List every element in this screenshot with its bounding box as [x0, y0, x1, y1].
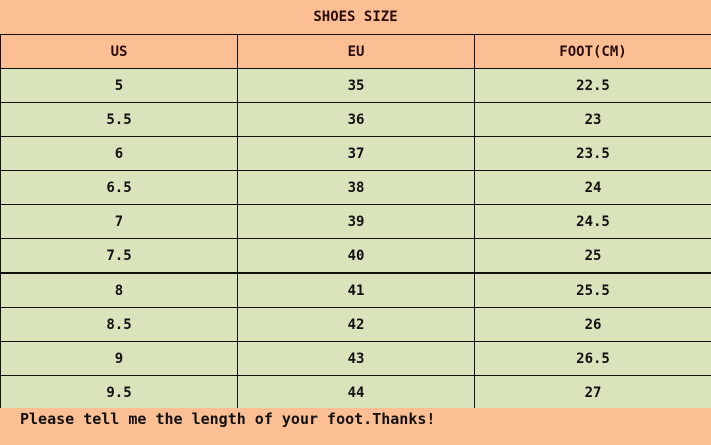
cell-us: 8.5: [0, 307, 238, 342]
cell-us: 6.5: [0, 170, 238, 205]
table-row: 6 37 23.5: [0, 136, 711, 171]
cell-us: 9: [0, 341, 238, 376]
cell-us: 9.5: [0, 375, 238, 410]
cell-eu: 42: [237, 307, 475, 342]
header-us: US: [0, 34, 238, 69]
footer-note: Please tell me the length of your foot.T…: [0, 408, 711, 445]
cell-eu: 38: [237, 170, 475, 205]
cell-eu: 41: [237, 272, 475, 308]
header-eu: EU: [237, 34, 475, 69]
table-row: 5 35 22.5: [0, 68, 711, 103]
cell-us: 6: [0, 136, 238, 171]
cell-foot-cm: 26.5: [474, 341, 711, 376]
table-row: 7.5 40 25: [0, 238, 711, 274]
cell-eu: 44: [237, 375, 475, 410]
table-row: 9 43 26.5: [0, 341, 711, 376]
cell-us: 8: [0, 272, 238, 308]
cell-eu: 40: [237, 238, 475, 274]
cell-us: 7.5: [0, 238, 238, 274]
cell-foot-cm: 27: [474, 375, 711, 410]
cell-foot-cm: 22.5: [474, 68, 711, 103]
cell-foot-cm: 24.5: [474, 204, 711, 239]
cell-eu: 43: [237, 341, 475, 376]
cell-eu: 39: [237, 204, 475, 239]
table-row: 5.5 36 23: [0, 102, 711, 137]
cell-eu: 36: [237, 102, 475, 137]
header-row: US EU FOOT(CM): [0, 34, 711, 69]
table-row: 7 39 24.5: [0, 204, 711, 239]
table-row: 8 41 25.5: [0, 272, 711, 308]
size-table: US EU FOOT(CM) 5 35 22.5 5.5 36 23 6 37 23.5 6.5 3…: [0, 34, 711, 410]
chart-title: SHOES SIZE: [0, 0, 711, 34]
header-foot-cm: FOOT(CM): [474, 34, 711, 69]
cell-foot-cm: 25.5: [474, 272, 711, 308]
cell-foot-cm: 26: [474, 307, 711, 342]
cell-us: 7: [0, 204, 238, 239]
cell-eu: 37: [237, 136, 475, 171]
table-row: 9.5 44 27: [0, 375, 711, 410]
cell-us: 5.5: [0, 102, 238, 137]
cell-us: 5: [0, 68, 238, 103]
cell-eu: 35: [237, 68, 475, 103]
table-row: 8.5 42 26: [0, 307, 711, 342]
cell-foot-cm: 23.5: [474, 136, 711, 171]
cell-foot-cm: 23: [474, 102, 711, 137]
table-row: 6.5 38 24: [0, 170, 711, 205]
cell-foot-cm: 24: [474, 170, 711, 205]
cell-foot-cm: 25: [474, 238, 711, 274]
